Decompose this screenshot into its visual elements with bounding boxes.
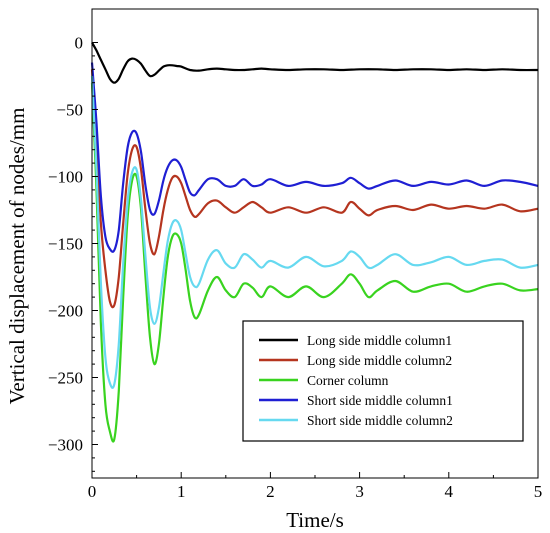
x-tick-label: 2 <box>266 482 275 501</box>
series-layer <box>90 41 539 443</box>
y-tick-label: −50 <box>56 101 83 120</box>
x-tick-label: 1 <box>177 482 186 501</box>
y-tick-label: 0 <box>75 34 84 53</box>
y-tick-label: −300 <box>48 436 83 455</box>
y-tick-label: −100 <box>48 168 83 187</box>
y-tick-label: −200 <box>48 302 83 321</box>
legend-label: Short side middle column1 <box>307 393 453 408</box>
legend-label: Long side middle column2 <box>307 353 452 368</box>
legend: Long side middle column1 Long side middle… <box>242 320 524 442</box>
x-tick-label: 3 <box>355 482 364 501</box>
x-tick-label: 0 <box>88 482 97 501</box>
series-line-2 <box>90 69 539 309</box>
legend-label: Long side middle column1 <box>307 333 452 348</box>
y-axis-title: Vertical displacement of nodes/mm <box>5 108 29 405</box>
legend-label: Corner column <box>307 373 389 388</box>
legend-label: Short side middle column2 <box>307 413 453 428</box>
y-tick-label: −250 <box>48 369 83 388</box>
series-line-1 <box>91 41 539 84</box>
series-line-3 <box>90 82 539 443</box>
y-tick-label: −150 <box>48 235 83 254</box>
x-axis-title: Time/s <box>286 508 344 532</box>
series-line-4 <box>90 62 539 253</box>
x-tick-label: 4 <box>445 482 454 501</box>
axes-layer: 0 1 2 3 4 5 0 −50 −100 −150 −200 −250 −300 <box>48 8 543 501</box>
series-line-5 <box>90 75 539 389</box>
x-tick-label: 5 <box>534 482 543 501</box>
